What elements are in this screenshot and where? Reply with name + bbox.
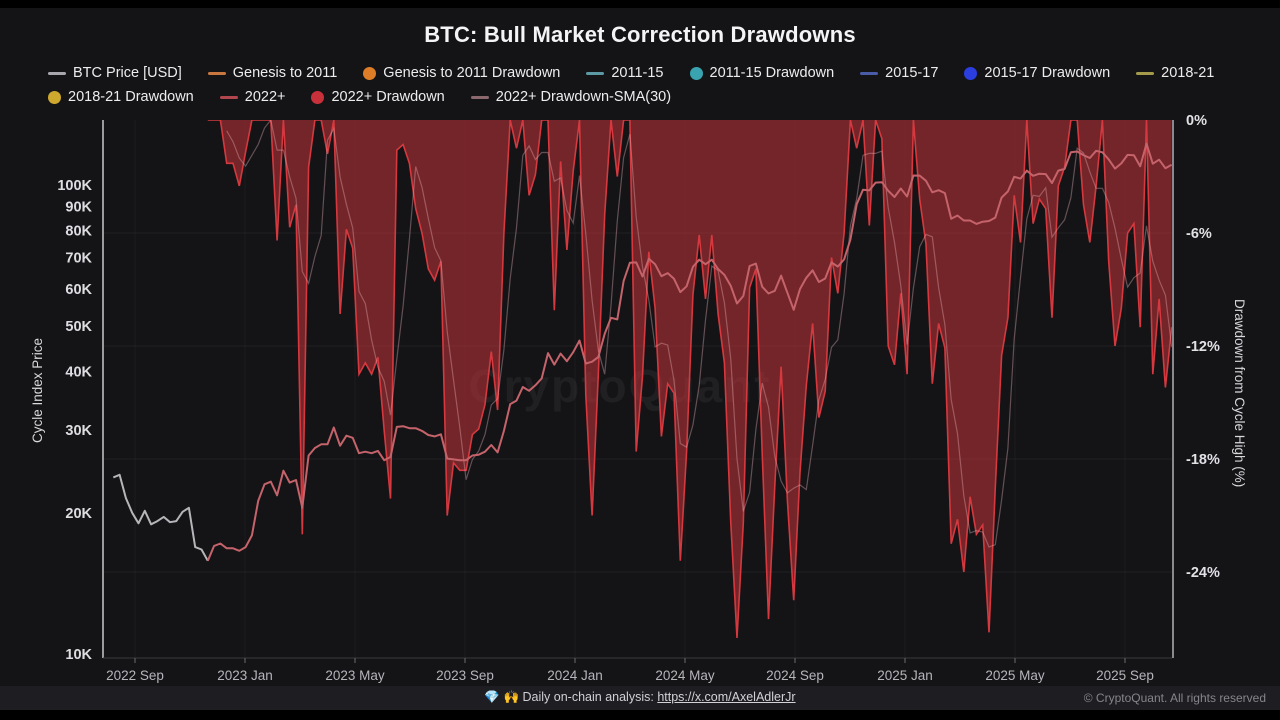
footer-bar <box>0 686 1280 710</box>
legend-label: 2022+ <box>244 89 286 105</box>
legend-row-2: 2018-21 Drawdown 2022+ 2022+ Drawdown 2022+… <box>48 86 1248 108</box>
legend-item-genesis-to-2011-drawdown[interactable]: Genesis to 2011 Drawdown <box>363 65 560 81</box>
legend-label: 2022+ Drawdown-SMA(30) <box>495 89 672 105</box>
x-axis-tick: 2023 Sep <box>436 668 494 683</box>
2011-15-marker-icon <box>586 71 605 75</box>
left-axis-tick: 40K <box>65 365 92 381</box>
top-strip <box>0 0 1280 8</box>
legend-label: 2015-17 <box>885 65 939 81</box>
2015-17-marker-icon <box>860 71 879 75</box>
bottom-strip <box>0 710 1280 720</box>
drawdown-area-2022 <box>207 120 1172 638</box>
btc-price-usd-marker-icon <box>48 71 66 75</box>
x-axis-tick: 2023 Jan <box>217 668 273 683</box>
left-axis-tick: 80K <box>65 223 92 239</box>
left-axis-title: Cycle Index Price <box>30 337 45 443</box>
genesis-to-2011-drawdown-marker-icon <box>363 66 377 80</box>
legend-item-btc-price-usd[interactable]: BTC Price [USD] <box>48 65 182 81</box>
chart-legend: BTC Price [USD] Genesis to 2011 Genesis to… <box>48 62 1248 110</box>
footer-copyright: © CryptoQuant. All rights reserved <box>1083 691 1266 705</box>
left-axis-tick: 60K <box>65 282 92 298</box>
cryptoquant-watermark: CryptoQuant <box>468 360 771 412</box>
2022-drawdown-marker-icon <box>311 90 325 104</box>
legend-label: Genesis to 2011 Drawdown <box>383 65 561 81</box>
legend-item-genesis-to-2011[interactable]: Genesis to 2011 <box>207 65 338 81</box>
cycle-2022-price-line <box>206 142 1172 562</box>
legend-item-2011-15-drawdown[interactable]: 2011-15 Drawdown <box>689 65 835 81</box>
legend-item-2022[interactable]: 2022+ <box>219 89 286 105</box>
plot-series <box>112 120 1172 638</box>
left-axis-tick: 90K <box>65 199 92 215</box>
left-axis-tick: 70K <box>65 251 92 267</box>
legend-item-2011-15[interactable]: 2011-15 <box>586 65 664 81</box>
left-axis-tick: 50K <box>65 319 92 335</box>
footer-analysis-note: 💎 🙌 Daily on-chain analysis: https://x.c… <box>0 690 1280 705</box>
2015-17-drawdown-marker-icon <box>964 66 978 80</box>
page-title: BTC: Bull Market Correction Drawdowns <box>424 22 856 47</box>
2022-marker-icon <box>219 95 238 99</box>
footer-analysis-text: Daily on-chain analysis: <box>522 690 658 704</box>
genesis-to-2011-marker-icon <box>207 71 226 75</box>
right-axis-tick: -12% <box>1186 339 1220 355</box>
left-axis-tick: 10K <box>65 647 92 663</box>
legend-item-2018-21-drawdown[interactable]: 2018-21 Drawdown <box>48 89 194 105</box>
right-axis-tick: 0% <box>1186 113 1207 129</box>
legend-label: 2011-15 <box>611 65 664 81</box>
x-axis-tick: 2022 Sep <box>106 668 164 683</box>
footer-emoji-icons: 💎 🙌 <box>484 690 520 704</box>
legend-label: BTC Price [USD] <box>73 65 182 81</box>
legend-item-2015-17-drawdown[interactable]: 2015-17 Drawdown <box>964 65 1110 81</box>
legend-label: 2015-17 Drawdown <box>984 65 1111 81</box>
x-axis-tick: 2024 Sep <box>766 668 824 683</box>
right-axis-tick: -24% <box>1186 565 1220 581</box>
drawdown-sma30-line <box>226 120 1172 548</box>
2022-drawdown-sma-30-marker-icon <box>470 95 489 99</box>
drawdown-line-2022 <box>207 120 1172 638</box>
left-axis-tick: 30K <box>65 423 92 439</box>
btc-price-usd-line <box>112 473 209 562</box>
legend-item-2018-21[interactable]: 2018-21 <box>1136 65 1214 81</box>
axes: 100K 90K 80K 70K 60K 50K 40K 30K 20K 10K 0% -6% -12%… <box>57 113 1220 683</box>
2011-15-drawdown-marker-icon <box>689 66 703 80</box>
x-axis-tick: 2025 May <box>985 668 1045 683</box>
legend-label: 2022+ Drawdown <box>331 89 445 105</box>
legend-label: 2018-21 <box>1161 65 1215 81</box>
right-axis-title: Drawdown from Cycle High (%) <box>1232 298 1247 488</box>
2018-21-drawdown-marker-icon <box>48 90 61 104</box>
legend-label: 2011-15 Drawdown <box>709 65 835 81</box>
left-axis-tick: 20K <box>65 506 92 522</box>
footer-profile-link[interactable]: https://x.com/AxelAdlerJr <box>657 690 796 704</box>
x-axis-tick: 2025 Jan <box>877 668 933 683</box>
x-axis-tick: 2024 May <box>655 668 715 683</box>
x-axis-tick: 2025 Sep <box>1096 668 1154 683</box>
left-axis-tick: 100K <box>57 178 92 194</box>
legend-label: Genesis to 2011 <box>232 65 338 81</box>
legend-row-1: BTC Price [USD] Genesis to 2011 Genesis to… <box>48 62 1248 84</box>
legend-item-2022-drawdown-sma-30[interactable]: 2022+ Drawdown-SMA(30) <box>470 89 672 105</box>
x-axis-tick: 2023 May <box>325 668 385 683</box>
legend-label: 2018-21 Drawdown <box>68 89 194 105</box>
legend-item-2022-drawdown[interactable]: 2022+ Drawdown <box>311 89 445 105</box>
x-axis-tick: 2024 Jan <box>547 668 603 683</box>
right-axis-tick: -18% <box>1186 452 1220 468</box>
right-axis-tick: -6% <box>1186 226 1212 242</box>
legend-item-2015-17[interactable]: 2015-17 <box>860 65 938 81</box>
2018-21-marker-icon <box>1136 71 1155 75</box>
